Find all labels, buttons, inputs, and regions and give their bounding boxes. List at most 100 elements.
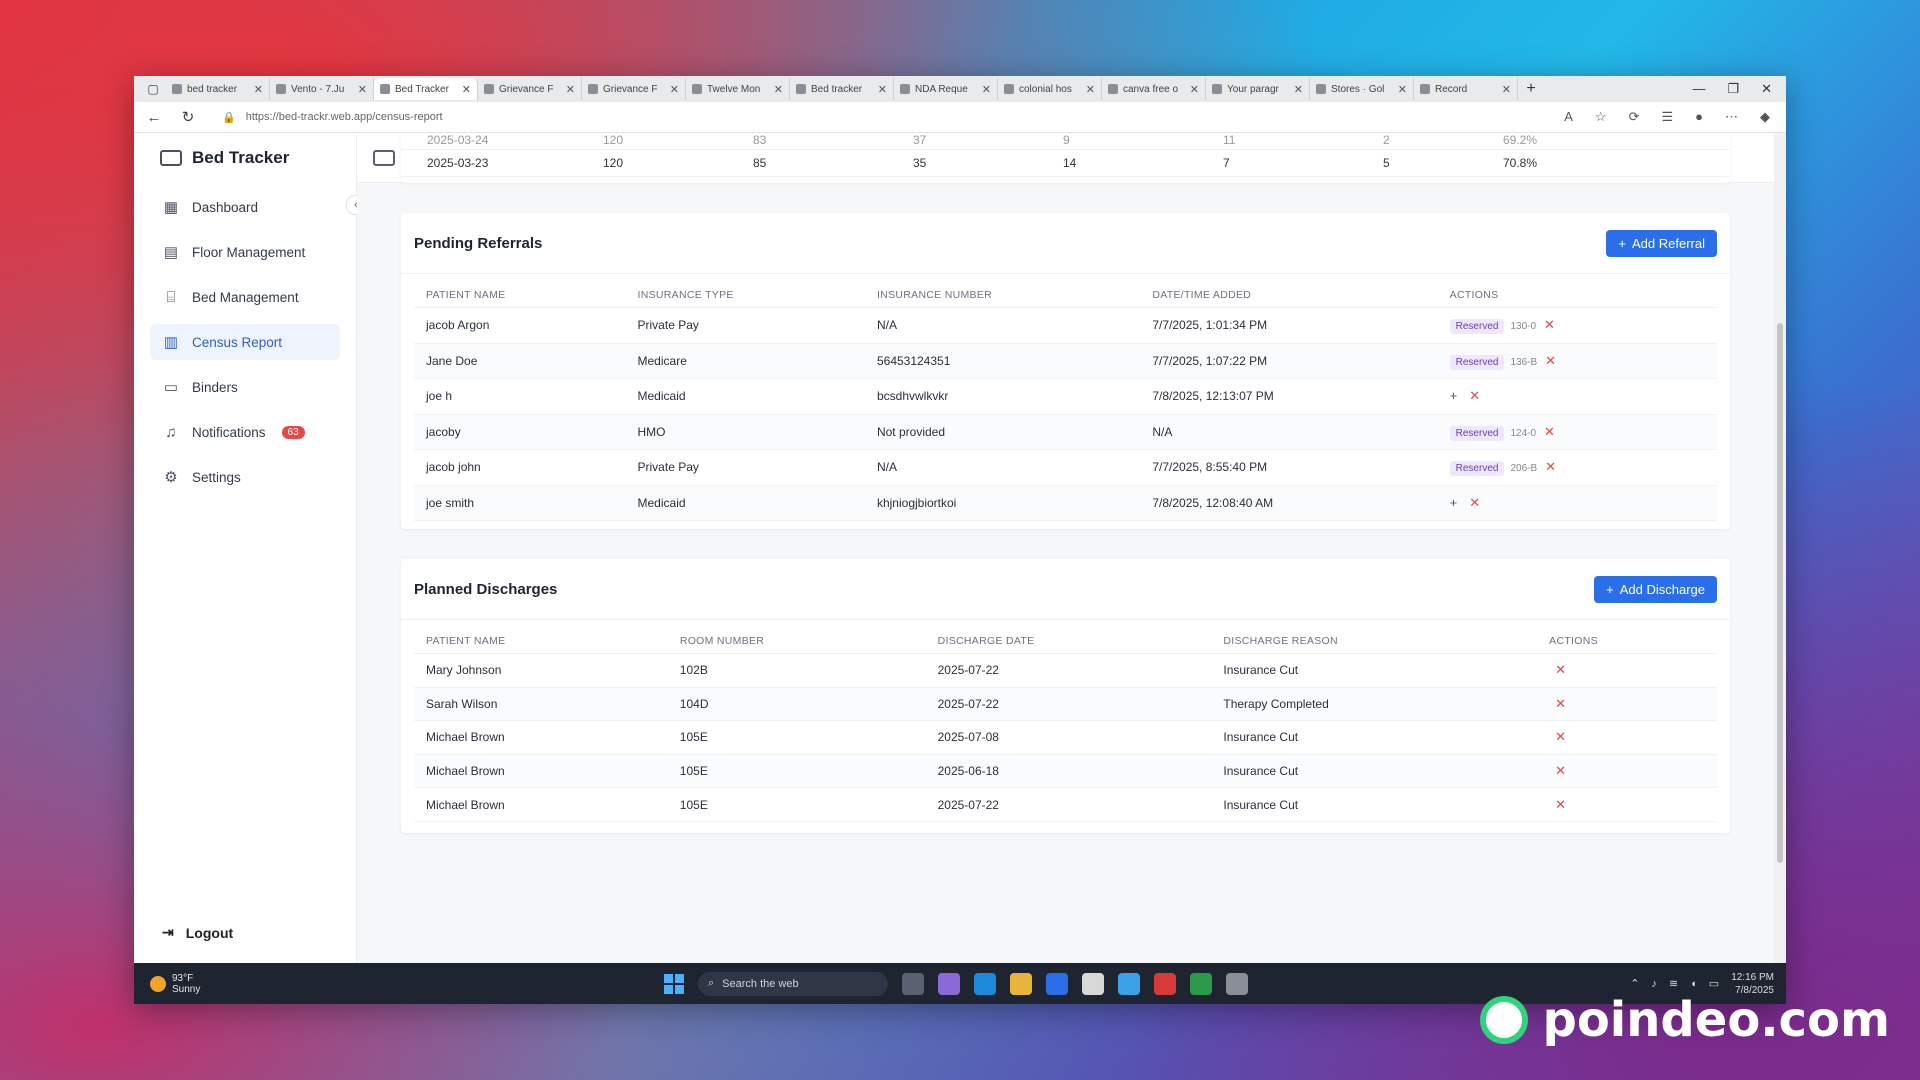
close-tab-icon[interactable]: ✕ xyxy=(981,83,991,96)
wifi-icon[interactable]: ≋ xyxy=(1668,978,1679,990)
file-explorer-icon[interactable] xyxy=(1010,972,1032,995)
tab-actions-icon[interactable]: ▢ xyxy=(147,82,159,96)
app-title: Bed Tracker xyxy=(192,148,290,167)
settings-app-icon[interactable] xyxy=(1226,972,1248,995)
favorite-star-icon[interactable]: ☆ xyxy=(1594,109,1607,124)
sidebar-item-settings[interactable]: ⚙ Settings xyxy=(150,459,340,495)
close-tab-icon[interactable]: ✕ xyxy=(669,83,679,96)
delete-icon[interactable]: ✕ xyxy=(1469,494,1481,510)
favorites-icon[interactable]: ☰ xyxy=(1661,109,1674,124)
clock[interactable]: 12:16 PM 7/8/2025 xyxy=(1731,971,1774,997)
add-discharge-button[interactable]: + Add Discharge xyxy=(1594,575,1717,603)
sheets-icon[interactable] xyxy=(1190,972,1212,995)
minimize-icon[interactable]: — xyxy=(1692,81,1706,96)
new-tab-icon[interactable]: + xyxy=(1526,80,1536,97)
tab-title: Bed Tracker xyxy=(395,83,449,95)
delete-icon[interactable]: ✕ xyxy=(1469,388,1481,404)
chevron-up-icon[interactable]: ⌃ xyxy=(1630,978,1640,990)
scrollbar[interactable] xyxy=(1774,133,1786,963)
read-aloud-icon[interactable]: A xyxy=(1564,109,1573,124)
discharge-date: 2025-07-08 xyxy=(937,730,999,745)
browser-tab[interactable]: canva free o ✕ xyxy=(1102,78,1206,100)
delete-icon[interactable]: ✕ xyxy=(1555,796,1567,812)
app-icon[interactable] xyxy=(1046,972,1068,995)
edge-icon[interactable] xyxy=(974,972,996,995)
brand[interactable]: Bed Tracker xyxy=(134,133,356,183)
scroll-thumb[interactable] xyxy=(1777,323,1783,863)
browser-tab[interactable]: Grievance F ✕ xyxy=(478,78,582,100)
browser-tab[interactable]: Bed tracker ✕ xyxy=(790,78,894,100)
assign-bed-icon[interactable]: + xyxy=(1449,388,1458,404)
browser-tab[interactable]: Vento - 7.Ju ✕ xyxy=(270,78,374,100)
delete-icon[interactable]: ✕ xyxy=(1555,763,1567,779)
windows-start-icon[interactable] xyxy=(664,973,684,994)
close-tab-icon[interactable]: ✕ xyxy=(773,83,783,96)
tab-title: Twelve Mon xyxy=(707,83,761,95)
close-tab-icon[interactable]: ✕ xyxy=(1397,83,1407,96)
delete-icon[interactable]: ✕ xyxy=(1555,729,1567,745)
refresh-icon[interactable]: ↻ xyxy=(181,109,195,126)
close-tab-icon[interactable]: ✕ xyxy=(357,83,367,96)
delete-icon[interactable]: ✕ xyxy=(1545,352,1557,368)
sidebar-item-binders[interactable]: ▭ Binders xyxy=(150,369,340,405)
bed-logo-icon xyxy=(160,150,182,166)
logout-button[interactable]: ⇥ Logout xyxy=(162,924,233,941)
back-icon[interactable]: ← xyxy=(146,108,162,126)
browser-tab[interactable]: NDA Reque ✕ xyxy=(894,78,998,100)
close-tab-icon[interactable]: ✕ xyxy=(461,83,471,96)
restore-icon[interactable]: ❐ xyxy=(1727,81,1740,96)
delete-icon[interactable]: ✕ xyxy=(1555,695,1567,711)
close-tab-icon[interactable]: ✕ xyxy=(1189,83,1199,96)
close-window-icon[interactable]: ✕ xyxy=(1761,81,1772,96)
copilot-app-icon[interactable] xyxy=(938,972,960,995)
browser-tab[interactable]: colonial hos ✕ xyxy=(998,78,1102,100)
delete-icon[interactable]: ✕ xyxy=(1544,423,1555,439)
delete-icon[interactable]: ✕ xyxy=(1555,662,1567,678)
favicon-icon xyxy=(692,84,702,94)
task-view-icon[interactable] xyxy=(902,972,924,995)
favicon-icon xyxy=(796,84,806,94)
delete-icon[interactable]: ✕ xyxy=(1544,317,1555,333)
extensions-icon[interactable]: ⟳ xyxy=(1628,109,1640,124)
weather-widget[interactable]: 93°F Sunny xyxy=(134,973,200,995)
copilot-icon[interactable]: ◆ xyxy=(1760,109,1770,124)
browser-tab[interactable]: Grievance F ✕ xyxy=(582,78,686,100)
delete-icon[interactable]: ✕ xyxy=(1545,459,1557,475)
close-tab-icon[interactable]: ✕ xyxy=(253,83,263,96)
close-tab-icon[interactable]: ✕ xyxy=(1085,83,1095,96)
close-tab-icon[interactable]: ✕ xyxy=(1293,83,1303,96)
chrome-icon[interactable] xyxy=(1118,972,1140,995)
assign-bed-icon[interactable]: + xyxy=(1449,494,1458,510)
sidebar-item-census-report[interactable]: ▥ Census Report xyxy=(150,324,340,360)
reserved-room: 124-0 xyxy=(1510,427,1537,439)
close-tab-icon[interactable]: ✕ xyxy=(877,83,887,96)
browser-tab[interactable]: Stores · Gol ✕ xyxy=(1310,78,1414,100)
favicon-icon xyxy=(1108,84,1118,94)
volume-icon[interactable]: ◖ xyxy=(1690,977,1697,990)
sidebar-item-dashboard[interactable]: ▦ Dashboard xyxy=(150,189,340,225)
battery-icon[interactable]: ▭ xyxy=(1708,978,1720,990)
taskbar-search[interactable]: ⌕ Search the web xyxy=(698,971,888,996)
browser-tab[interactable]: Twelve Mon ✕ xyxy=(686,78,790,100)
close-tab-icon[interactable]: ✕ xyxy=(565,83,575,96)
sidebar-item-notifications[interactable]: ♫ Notifications 63 xyxy=(150,414,340,450)
sidebar-item-bed-management[interactable]: ⌸ Bed Management xyxy=(150,279,340,315)
more-icon[interactable]: ⋯ xyxy=(1725,109,1738,124)
browser-tab[interactable]: Bed Tracker ✕ xyxy=(374,78,478,100)
discharge-name: Michael Brown xyxy=(426,730,505,745)
favicon-icon xyxy=(1212,84,1222,94)
browser-tab[interactable]: Record ✕ xyxy=(1414,78,1518,100)
add-referral-button[interactable]: + Add Referral xyxy=(1606,229,1717,257)
sidebar-item-floor-management[interactable]: ▤ Floor Management xyxy=(150,234,340,270)
bed-icon[interactable] xyxy=(373,149,395,166)
store-icon[interactable] xyxy=(1082,972,1104,995)
pdf-icon[interactable] xyxy=(1154,972,1176,995)
table-row: jacoby HMO Not provided N/A Reserved 124-0 ✕ xyxy=(414,414,1717,450)
browser-tab[interactable]: Your paragr ✕ xyxy=(1206,78,1310,100)
main-content: 2025-03-24 120 83 37 9 11 2 69.2% 2025-03-23 120 8… xyxy=(357,133,1786,963)
profile-icon[interactable]: ● xyxy=(1695,109,1703,124)
mic-icon[interactable]: ♪ xyxy=(1651,977,1657,990)
url-field[interactable]: 🔒 https://bed-trackr.web.app/census-repo… xyxy=(212,106,1550,128)
browser-tab[interactable]: bed tracker ✕ xyxy=(166,78,270,100)
close-tab-icon[interactable]: ✕ xyxy=(1501,83,1511,96)
